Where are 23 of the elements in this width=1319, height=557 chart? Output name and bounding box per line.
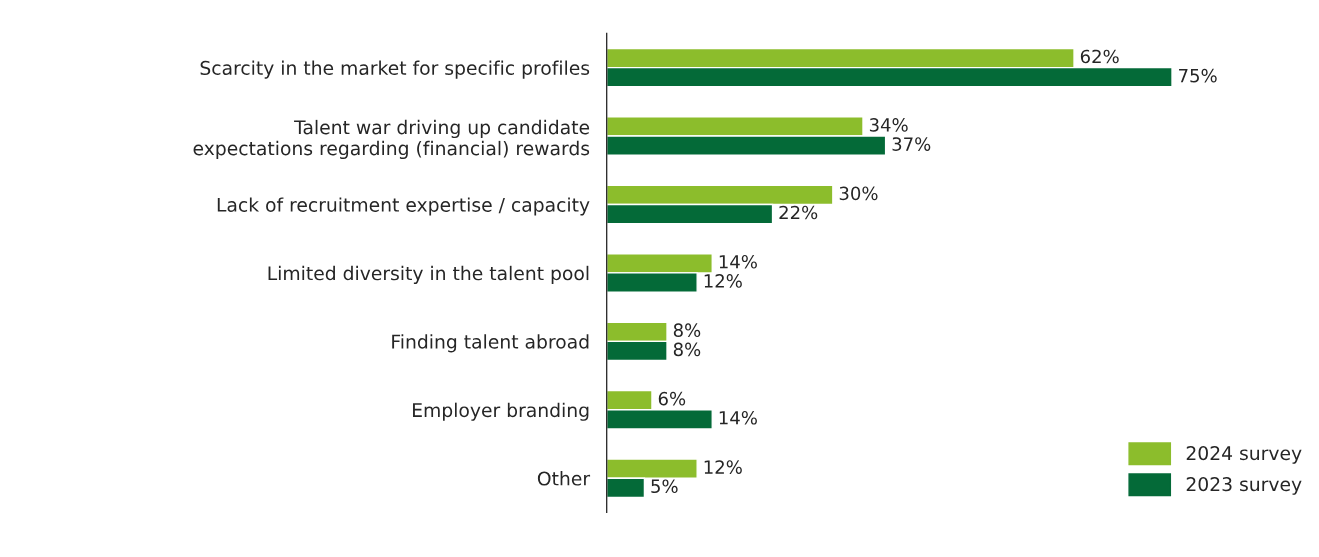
data-label: 8%	[673, 342, 701, 357]
data-label: 22%	[779, 205, 818, 220]
y-tick-label: Scarcity in the market for specific profiles	[200, 60, 590, 79]
y-tick-label: Finding talent abroad	[392, 334, 589, 353]
data-label: 8%	[673, 323, 701, 338]
y-tick-label: Other	[537, 471, 591, 486]
data-label: 14%	[719, 254, 757, 269]
data-label: 34%	[869, 118, 908, 132]
y-tick-label: Talent war driving up candidate expectations regarding (financial) rewards	[193, 119, 590, 160]
data-label: 6%	[658, 391, 686, 406]
data-label: 30%	[839, 186, 878, 201]
data-label: 62%	[1080, 49, 1119, 64]
data-label: 5%	[651, 479, 678, 494]
data-label: 12%	[704, 460, 742, 474]
y-tick-label: Employer branding	[413, 402, 589, 421]
data-label: 37%	[892, 137, 931, 151]
data-label: 14%	[719, 410, 757, 425]
data-label: 12%	[704, 274, 742, 288]
y-tick-label: Limited diversity in the talent pool	[268, 265, 589, 284]
y-tick-label: Lack of recruitment expertise / capacity	[217, 197, 590, 216]
data-label: 75%	[1179, 68, 1217, 83]
legend-label: 2023 survey	[1186, 477, 1302, 495]
legend-label: 2024 survey	[1186, 446, 1302, 464]
